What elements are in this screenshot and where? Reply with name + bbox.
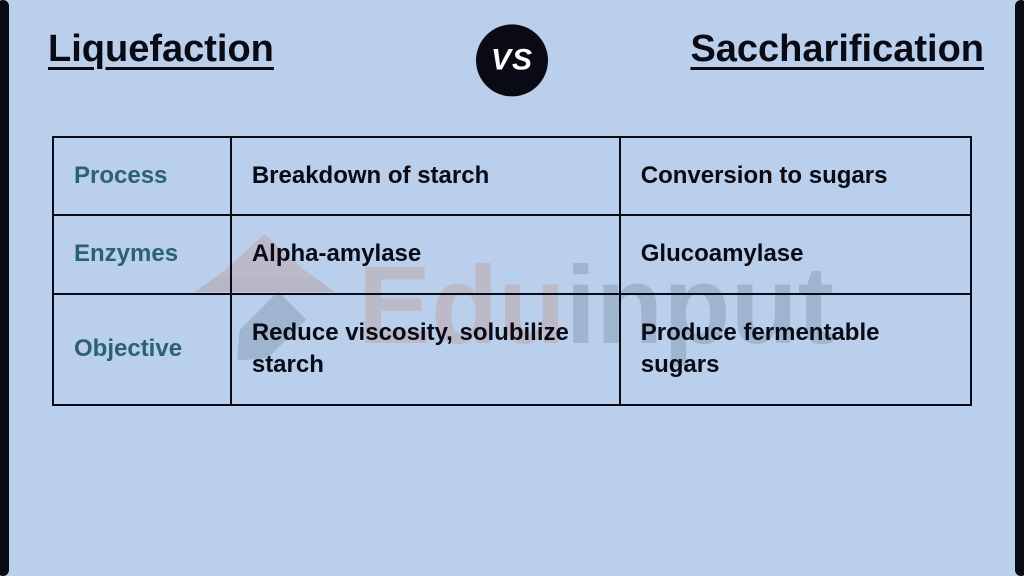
cell-process-saccharification: Conversion to sugars xyxy=(620,137,971,215)
table-row: Process Breakdown of starch Conversion t… xyxy=(53,137,971,215)
title-saccharification: Saccharification xyxy=(690,28,984,71)
cell-process-liquefaction: Breakdown of starch xyxy=(231,137,620,215)
row-header-process: Process xyxy=(53,137,231,215)
vs-badge: VS xyxy=(476,24,548,96)
title-liquefaction: Liquefaction xyxy=(48,28,274,71)
row-header-objective: Objective xyxy=(53,294,231,405)
cell-enzymes-saccharification: Glucoamylase xyxy=(620,215,971,293)
table-row: Enzymes Alpha-amylase Glucoamylase xyxy=(53,215,971,293)
cell-objective-saccharification: Produce fermentable sugars xyxy=(620,294,971,405)
comparison-header: Liquefaction VS Saccharification xyxy=(0,28,1024,100)
comparison-table: Process Breakdown of starch Conversion t… xyxy=(52,136,972,406)
cell-enzymes-liquefaction: Alpha-amylase xyxy=(231,215,620,293)
vs-badge-label: VS xyxy=(491,43,533,77)
cell-objective-liquefaction: Reduce viscosity, solubilize starch xyxy=(231,294,620,405)
table-row: Objective Reduce viscosity, solubilize s… xyxy=(53,294,971,405)
row-header-enzymes: Enzymes xyxy=(53,215,231,293)
